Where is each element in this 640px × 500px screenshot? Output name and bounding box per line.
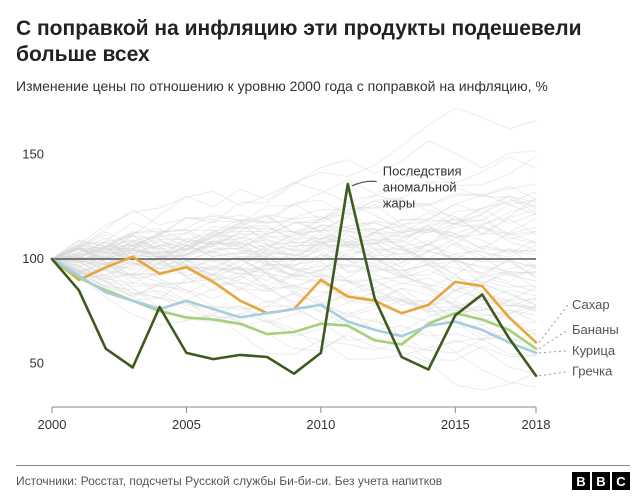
logo-b2: B <box>592 472 610 490</box>
series-label: Гречка <box>572 364 613 379</box>
line-chart: 50 100 150 2000 2005 2010 2015 2018 Сахар Бананы К… <box>16 105 630 445</box>
leader-line <box>539 305 568 343</box>
leader-line <box>539 372 568 376</box>
logo-c: C <box>612 472 630 490</box>
x-tick-label: 2010 <box>306 417 335 432</box>
leader-line <box>539 330 568 349</box>
bbc-logo: B B C <box>572 472 630 490</box>
chart-subtitle: Изменение цены по отношению к уровню 200… <box>16 77 630 96</box>
y-tick-label: 50 <box>30 356 44 371</box>
x-tick-label: 2015 <box>441 417 470 432</box>
series-label: Сахар <box>572 297 610 312</box>
leader-line <box>539 351 568 353</box>
series-label: Курица <box>572 343 616 358</box>
logo-b1: B <box>572 472 590 490</box>
chart-footer: Источники: Росстат, подсчеты Русской слу… <box>16 465 630 490</box>
annotation-text: жары <box>383 196 416 211</box>
annotation-text: Последствия <box>383 164 462 179</box>
background-series <box>52 108 536 390</box>
source-text: Источники: Росстат, подсчеты Русской слу… <box>16 474 442 488</box>
chart-title: С поправкой на инфляцию эти продукты под… <box>16 16 630 69</box>
annotation-text: аномальной <box>383 180 457 195</box>
y-tick-label: 150 <box>22 147 44 162</box>
y-tick-label: 100 <box>22 251 44 266</box>
x-tick-label: 2005 <box>172 417 201 432</box>
series-label: Бананы <box>572 322 619 337</box>
x-tick-label: 2018 <box>522 417 551 432</box>
chart-area: 50 100 150 2000 2005 2010 2015 2018 Сахар Бананы К… <box>16 105 630 445</box>
x-tick-label: 2000 <box>38 417 67 432</box>
